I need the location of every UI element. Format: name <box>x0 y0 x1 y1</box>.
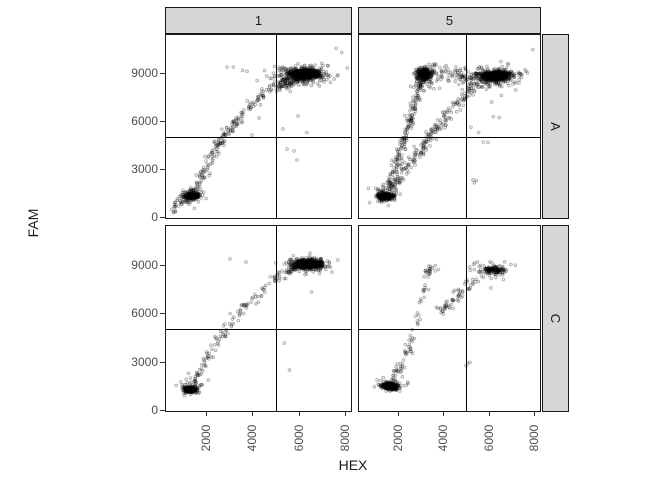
x-axis-title: HEX <box>338 457 368 473</box>
x-tick-mark <box>299 412 300 416</box>
y-tick-label: 3000 <box>131 162 158 176</box>
y-tick-mark <box>160 169 165 170</box>
x-tick-mark <box>252 412 253 416</box>
scatter-panel-col1-rowC <box>165 225 352 412</box>
scatter-panel-col1-rowA <box>165 34 352 219</box>
y-axis-title: FAM <box>25 208 41 238</box>
x-tick-mark <box>345 412 346 416</box>
facet-strip-col-5: 5 <box>358 7 541 34</box>
y-tick-mark <box>160 121 165 122</box>
y-tick-label: 9000 <box>131 258 158 272</box>
facet-strip-row-A: A <box>542 34 569 219</box>
facet-strip-col-5-label: 5 <box>445 13 454 28</box>
x-tick-mark <box>443 412 444 416</box>
x-tick-mark <box>206 412 207 416</box>
x-tick-label: 2000 <box>199 424 213 452</box>
x-tick-label: 4000 <box>436 424 450 452</box>
y-tick-label: 0 <box>151 403 158 417</box>
y-tick-mark <box>160 217 165 218</box>
facet-strip-row-C: C <box>542 225 569 412</box>
y-tick-label: 0 <box>151 210 158 224</box>
scatter-panel-col5-rowA <box>358 34 541 219</box>
x-tick-label: 6000 <box>292 424 306 452</box>
y-tick-mark <box>160 73 165 74</box>
x-tick-mark <box>398 412 399 416</box>
facet-strip-col-1-label: 1 <box>254 13 263 28</box>
y-tick-label: 6000 <box>131 306 158 320</box>
x-tick-mark <box>489 412 490 416</box>
x-tick-mark <box>534 412 535 416</box>
facet-strip-col-1: 1 <box>165 7 352 34</box>
x-tick-label: 8000 <box>338 424 352 452</box>
y-tick-label: 3000 <box>131 355 158 369</box>
facet-strip-row-A-label: A <box>547 122 563 131</box>
x-tick-label: 2000 <box>391 424 405 452</box>
y-tick-mark <box>160 362 165 363</box>
y-tick-mark <box>160 313 165 314</box>
y-tick-label: 6000 <box>131 114 158 128</box>
x-tick-label: 8000 <box>527 424 541 452</box>
scatter-panel-col5-rowC <box>358 225 541 412</box>
y-tick-label: 9000 <box>131 66 158 80</box>
y-tick-mark <box>160 410 165 411</box>
y-tick-mark <box>160 265 165 266</box>
x-tick-label: 6000 <box>482 424 496 452</box>
x-tick-label: 4000 <box>245 424 259 452</box>
facet-strip-row-C-label: C <box>547 313 563 324</box>
